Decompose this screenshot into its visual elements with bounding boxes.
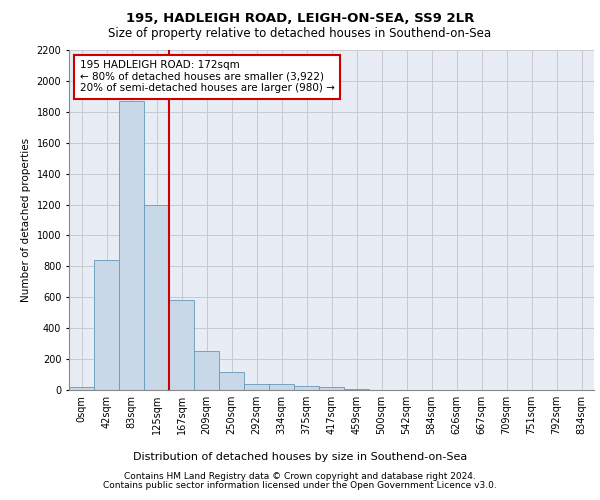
- Text: 195 HADLEIGH ROAD: 172sqm
← 80% of detached houses are smaller (3,922)
20% of se: 195 HADLEIGH ROAD: 172sqm ← 80% of detac…: [79, 60, 334, 94]
- Text: Contains public sector information licensed under the Open Government Licence v3: Contains public sector information licen…: [103, 481, 497, 490]
- Y-axis label: Number of detached properties: Number of detached properties: [21, 138, 31, 302]
- Bar: [119, 101, 144, 390]
- Bar: [194, 350, 219, 390]
- Text: Size of property relative to detached houses in Southend-on-Sea: Size of property relative to detached ho…: [109, 28, 491, 40]
- Bar: [219, 372, 244, 390]
- Bar: [94, 260, 119, 390]
- Bar: [244, 384, 269, 390]
- Bar: [344, 389, 369, 390]
- Bar: [269, 384, 294, 390]
- Bar: [144, 204, 169, 390]
- Bar: [69, 387, 94, 390]
- Text: Distribution of detached houses by size in Southend-on-Sea: Distribution of detached houses by size …: [133, 452, 467, 462]
- Bar: [169, 300, 194, 390]
- Text: Contains HM Land Registry data © Crown copyright and database right 2024.: Contains HM Land Registry data © Crown c…: [124, 472, 476, 481]
- Text: 195, HADLEIGH ROAD, LEIGH-ON-SEA, SS9 2LR: 195, HADLEIGH ROAD, LEIGH-ON-SEA, SS9 2L…: [126, 12, 474, 26]
- Bar: [294, 386, 319, 390]
- Bar: [319, 387, 344, 390]
